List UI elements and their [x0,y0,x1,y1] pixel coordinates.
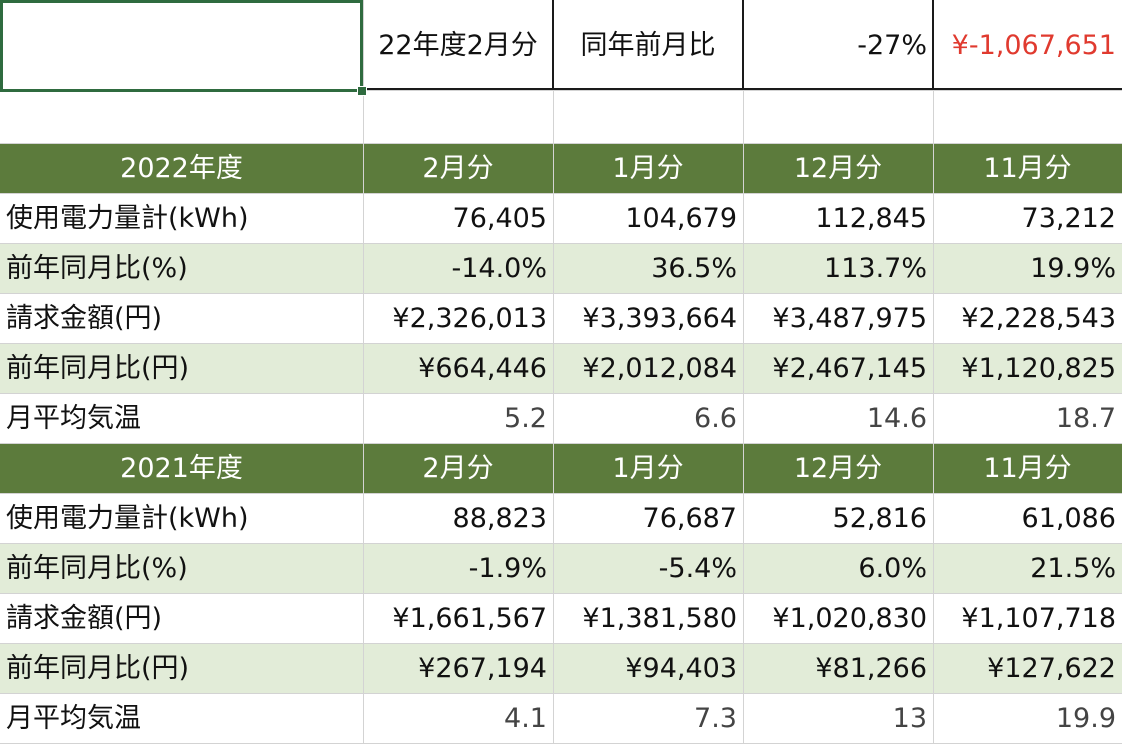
data-cell[interactable]: -5.4% [553,543,743,593]
table-header-month[interactable]: 2月分 [363,143,553,193]
grid-line [0,343,1122,344]
data-cell[interactable]: ¥81,266 [743,643,933,693]
data-cell[interactable]: 18.7 [1055,402,1116,434]
data-cell[interactable]: ¥1,381,580 [582,602,737,634]
grid-line [0,593,1122,594]
empty-row-cell[interactable] [0,90,363,143]
grid-line [0,393,1122,394]
data-cell[interactable]: 104,679 [625,202,737,234]
data-cell[interactable]: 13 [892,702,927,734]
summary-amount-cell[interactable]: ¥-1,067,651 [951,29,1116,61]
data-cell[interactable]: ¥1,107,718 [961,602,1116,634]
cell-border [552,0,554,90]
data-cell[interactable]: -1.9% [363,543,553,593]
cell-border [932,0,934,90]
data-cell[interactable]: 19.9% [933,243,1122,293]
data-cell[interactable]: ¥94,403 [553,643,743,693]
row-label[interactable]: 前年同月比(%) [0,543,363,593]
grid-line [0,243,1122,244]
data-cell[interactable]: ¥2,326,013 [392,302,547,334]
summary-percent-cell[interactable]: -27% [857,29,927,61]
table-header-year[interactable]: 2021年度 [0,443,363,493]
row-label[interactable]: 前年同月比(円) [0,343,363,393]
grid-line [0,90,1122,91]
data-cell[interactable]: 61,086 [1021,502,1116,534]
cell-selection-border [0,0,363,92]
row-label[interactable]: 前年同月比(%) [0,243,363,293]
data-cell[interactable]: 113.7% [743,243,933,293]
grid-line [743,0,744,744]
grid-line [0,493,1122,494]
grid-line [0,443,1122,444]
data-cell[interactable]: -14.0% [363,243,553,293]
empty-row-cell[interactable] [933,90,1122,143]
data-cell[interactable]: 73,212 [1021,202,1116,234]
data-cell[interactable]: 36.5% [553,243,743,293]
summary-period-cell[interactable]: 22年度2月分 [378,29,538,61]
empty-row-cell[interactable] [363,90,553,143]
grid-line [933,0,934,744]
data-cell[interactable]: ¥2,228,543 [961,302,1116,334]
data-cell[interactable]: ¥1,120,825 [933,343,1122,393]
data-cell[interactable]: ¥2,467,145 [743,343,933,393]
empty-row-cell[interactable] [743,90,933,143]
data-cell[interactable]: 4.1 [504,702,547,734]
table-header-month[interactable]: 11月分 [933,443,1122,493]
data-cell[interactable]: ¥2,012,084 [553,343,743,393]
data-cell[interactable]: ¥3,487,975 [772,302,927,334]
row-label[interactable]: 請求金額(円) [6,302,163,334]
fill-handle[interactable] [357,86,367,96]
data-cell[interactable]: 52,816 [832,502,927,534]
table-header-month[interactable]: 2月分 [363,443,553,493]
table-header-month[interactable]: 12月分 [743,443,933,493]
data-cell[interactable]: 14.6 [866,402,927,434]
data-cell[interactable]: 76,405 [452,202,547,234]
data-cell[interactable]: ¥1,020,830 [772,602,927,634]
data-cell[interactable]: ¥127,622 [933,643,1122,693]
data-cell[interactable]: 88,823 [452,502,547,534]
grid-line [0,643,1122,644]
table-header-year[interactable]: 2022年度 [0,143,363,193]
table-header-month[interactable]: 11月分 [933,143,1122,193]
data-cell[interactable]: 112,845 [815,202,927,234]
cell-border [742,0,744,90]
grid-line [363,0,364,744]
data-cell[interactable]: 7.3 [694,702,737,734]
row-label[interactable]: 月平均気温 [6,402,141,434]
grid-line [0,143,1122,144]
data-cell[interactable]: 5.2 [504,402,547,434]
data-cell[interactable]: 21.5% [933,543,1122,593]
data-cell[interactable]: 19.9 [1055,702,1116,734]
row-label[interactable]: 使用電力量計(kWh) [6,202,249,234]
grid-line [0,543,1122,544]
data-cell[interactable]: 6.6 [694,402,737,434]
empty-row-cell[interactable] [553,90,743,143]
grid-line [0,193,1122,194]
data-cell[interactable]: 6.0% [743,543,933,593]
grid-line [553,0,554,744]
table-header-month[interactable]: 12月分 [743,143,933,193]
data-cell[interactable]: 76,687 [642,502,737,534]
row-label[interactable]: 使用電力量計(kWh) [6,502,249,534]
data-cell[interactable]: ¥664,446 [363,343,553,393]
row-label[interactable]: 前年同月比(円) [0,643,363,693]
table-header-month[interactable]: 1月分 [553,443,743,493]
row-label[interactable]: 請求金額(円) [6,602,163,634]
data-cell[interactable]: ¥267,194 [363,643,553,693]
data-cell[interactable]: ¥1,661,567 [392,602,547,634]
grid-line [0,293,1122,294]
table-header-month[interactable]: 1月分 [553,143,743,193]
data-cell[interactable]: ¥3,393,664 [582,302,737,334]
grid-line [0,693,1122,694]
row-label[interactable]: 月平均気温 [6,702,141,734]
summary-label-cell[interactable]: 同年前月比 [580,29,716,61]
